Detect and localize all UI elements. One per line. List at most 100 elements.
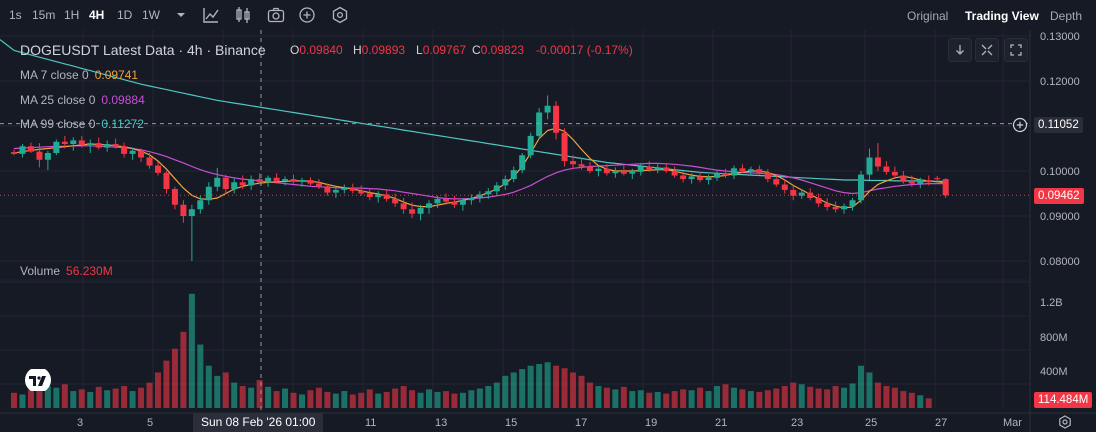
volume-bar: [315, 387, 322, 408]
volume-bar: [714, 386, 721, 408]
candle-body: [722, 173, 729, 176]
chart-canvas[interactable]: [0, 30, 1096, 432]
crosshair-time-tag: Sun 08 Feb '26 01:00: [193, 413, 324, 432]
last-price-tag: 0.09462: [1034, 188, 1084, 204]
candle-body: [824, 203, 831, 207]
candle-body: [129, 150, 136, 154]
candle-body: [891, 171, 898, 176]
volume-bar: [883, 386, 890, 408]
chevron-down-icon[interactable]: [170, 4, 192, 26]
tradingview-logo[interactable]: [24, 369, 52, 391]
volume-bar: [392, 388, 399, 408]
volume-bar: [434, 391, 441, 408]
timeframe-1w[interactable]: 1W: [142, 8, 160, 22]
volume-bar: [459, 392, 466, 408]
candle-body: [527, 135, 534, 156]
volume-bar: [409, 390, 416, 408]
indicator-icon[interactable]: [200, 4, 222, 26]
volume-legend: Volume 56.230M: [20, 264, 113, 278]
timeframe-4h[interactable]: 4H: [89, 8, 105, 22]
time-tick: 19: [645, 417, 658, 429]
candle-body: [154, 165, 161, 173]
volume-bar: [603, 387, 610, 408]
time-tick: 3: [77, 417, 84, 429]
add-alert-icon[interactable]: [1012, 117, 1028, 133]
volume-bar: [180, 331, 187, 408]
candle-body: [917, 180, 924, 184]
time-tick: 23: [791, 417, 804, 429]
candle-style-icon[interactable]: [232, 4, 254, 26]
volume-bar: [282, 388, 289, 408]
candle-body: [908, 180, 915, 184]
tab-original[interactable]: Original: [907, 9, 949, 23]
volume-bar: [688, 390, 695, 408]
volume-bar: [925, 398, 932, 408]
camera-icon[interactable]: [265, 4, 287, 26]
volume-bar: [510, 372, 517, 408]
candle-body: [332, 189, 339, 193]
tab-trading-view[interactable]: Trading View: [965, 9, 1039, 23]
volume-bar: [324, 391, 331, 408]
volume-bar: [36, 382, 43, 408]
volume-bar: [671, 391, 678, 408]
volume-bar: [349, 394, 356, 408]
time-tick: 21: [715, 417, 728, 429]
volume-bar: [849, 383, 856, 408]
volume-bar: [61, 384, 68, 408]
candle-body: [485, 191, 492, 195]
settings-hex-icon[interactable]: [329, 4, 351, 26]
volume-bar: [121, 386, 128, 408]
volume-bar: [163, 360, 170, 408]
volume-bar: [273, 391, 280, 408]
volume-bar: [197, 344, 204, 408]
candle-body: [730, 168, 737, 176]
candle-body: [426, 203, 433, 208]
candle-body: [756, 169, 763, 173]
tab-depth[interactable]: Depth: [1050, 9, 1083, 23]
candle-body: [519, 155, 526, 171]
collapse-icon: [981, 44, 993, 56]
time-tick: 11: [365, 417, 377, 429]
volume-bar: [646, 392, 653, 408]
price-tick: 0.12000: [1040, 76, 1080, 88]
candle-body: [815, 198, 822, 204]
volume-bar: [19, 394, 26, 408]
gear-icon[interactable]: [1058, 415, 1072, 429]
time-tick: Mar: [1003, 417, 1022, 429]
price-tick: 0.09000: [1040, 211, 1080, 223]
volume-bar: [722, 384, 729, 408]
volume-bar: [400, 386, 407, 408]
scroll-down-button[interactable]: [948, 38, 972, 62]
timeframe-1h[interactable]: 1H: [64, 8, 80, 22]
volume-bar: [874, 382, 881, 408]
candle-body: [121, 146, 128, 154]
candle-body: [612, 171, 619, 174]
fullscreen-button[interactable]: [1004, 38, 1028, 62]
time-tick: 25: [865, 417, 878, 429]
collapse-button[interactable]: [975, 38, 999, 62]
volume-bar: [188, 293, 195, 408]
plus-circle-icon[interactable]: [296, 4, 318, 26]
timeframe-15m[interactable]: 15m: [32, 8, 56, 22]
candle-body: [442, 198, 449, 202]
timeframe-1d[interactable]: 1D: [117, 8, 133, 22]
candle-body: [366, 193, 373, 198]
volume-bar: [841, 387, 848, 408]
candle-body: [171, 189, 178, 205]
candle-body: [925, 180, 932, 183]
time-tick: 27: [935, 417, 948, 429]
volume-bar: [764, 390, 771, 408]
volume-bar: [366, 389, 373, 408]
candle-body: [349, 188, 356, 191]
candle-body: [392, 198, 399, 204]
candle-body: [476, 194, 483, 198]
candle-body: [536, 112, 543, 136]
volume-bar: [171, 348, 178, 408]
candle-body: [265, 177, 272, 183]
volume-bar: [858, 365, 864, 408]
timeframe-1s[interactable]: 1s: [9, 8, 22, 22]
volume-tick: 400M: [1040, 366, 1068, 378]
volume-bar: [27, 390, 34, 408]
volume-bar: [578, 375, 585, 408]
volume-bar: [612, 389, 619, 408]
